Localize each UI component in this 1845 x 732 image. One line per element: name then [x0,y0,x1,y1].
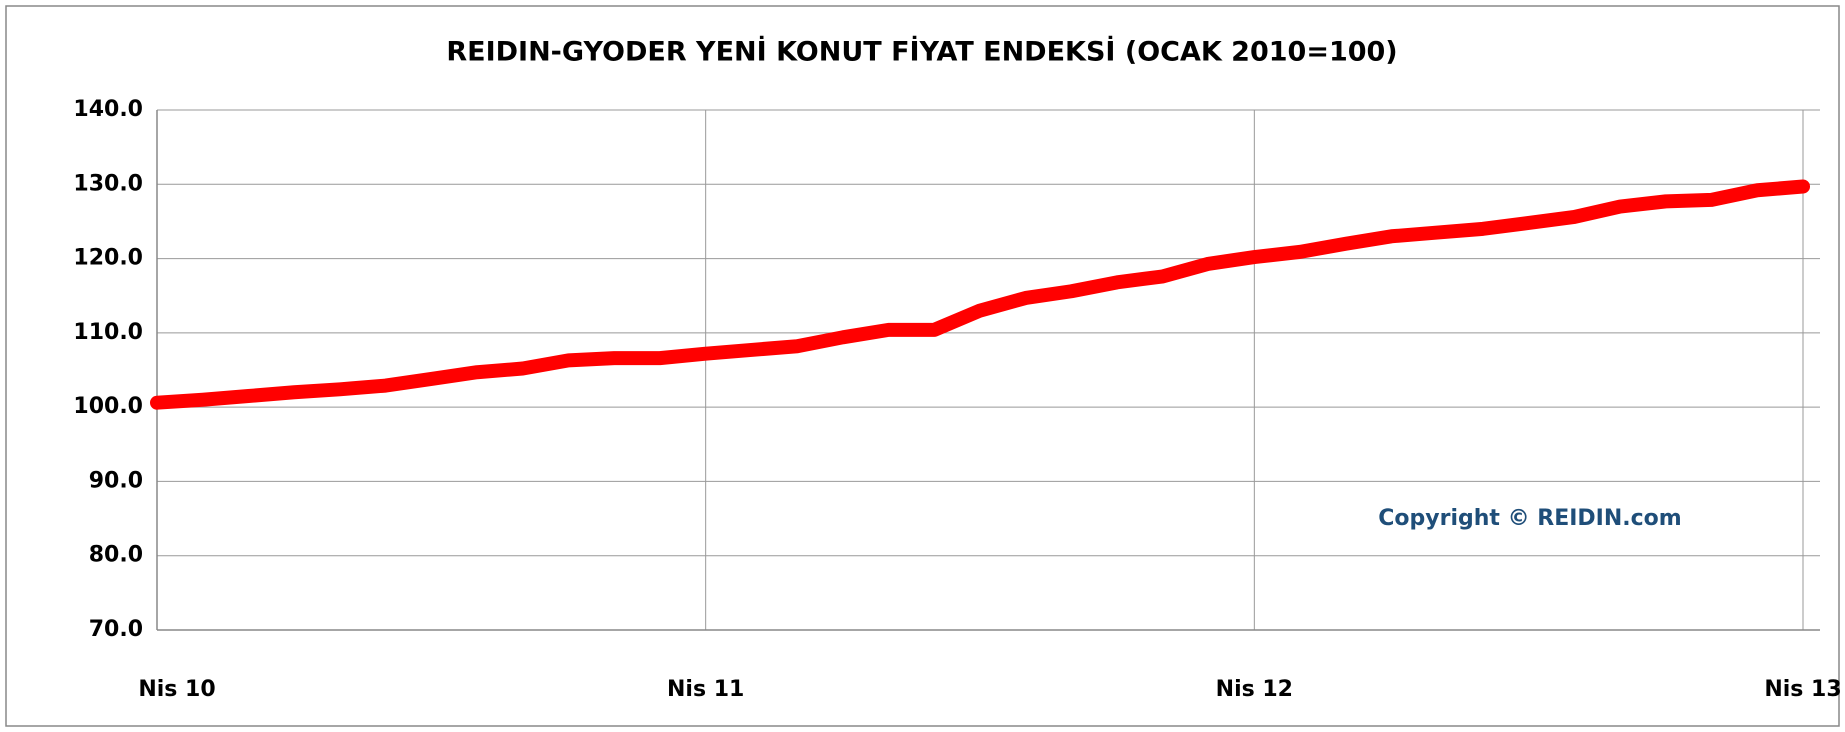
x-tick-label: Nis 11 [667,677,744,702]
y-tick-label: 140.0 [73,97,143,122]
y-tick-label: 130.0 [73,171,143,196]
chart-border [5,5,1840,727]
x-tick-label: Nis 13 [1764,677,1841,702]
data-line [150,179,1810,410]
y-tick-label: 120.0 [73,246,143,271]
chart-title: REIDIN-GYODER YENİ KONUT FİYAT ENDEKSİ (… [446,36,1397,68]
y-tick-label: 70.0 [89,617,143,642]
y-tick-label: 80.0 [89,543,143,568]
y-tick-label: 100.0 [73,394,143,419]
copyright: Copyright © REIDIN.com [1378,506,1681,531]
x-tick-label: Nis 10 [138,677,215,702]
x-tick-label: Nis 12 [1216,677,1293,702]
y-tick-label: 110.0 [73,320,143,345]
y-tick-label: 90.0 [89,468,143,493]
